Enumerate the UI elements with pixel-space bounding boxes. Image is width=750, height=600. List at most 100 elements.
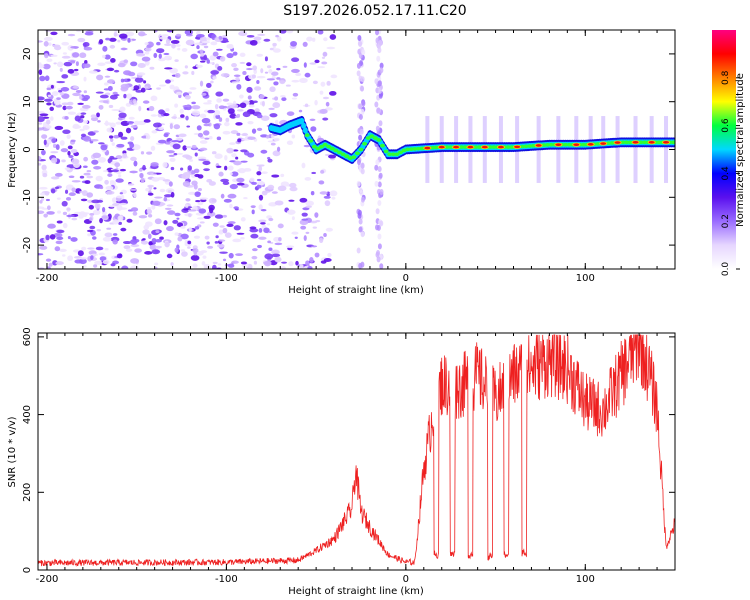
noise-blob [118, 33, 128, 39]
noise-blob [156, 48, 165, 54]
noise-blob [167, 210, 176, 215]
snr-series [38, 334, 675, 567]
noise-blob [38, 122, 43, 125]
noise-blob [165, 38, 171, 45]
noise-blob [233, 160, 242, 166]
noise-blob [43, 213, 48, 218]
noise-blob [108, 135, 114, 139]
noise-blob [49, 234, 56, 240]
noise-blob [276, 36, 282, 42]
signal-cell-core [336, 150, 342, 155]
noise-blob [92, 152, 102, 159]
noise-blob [200, 52, 205, 57]
noise-blob [137, 63, 146, 69]
noise-blob [291, 231, 299, 235]
noise-blob [117, 215, 124, 221]
noise-blob [66, 134, 71, 140]
noise-blob [217, 263, 222, 266]
noise-blob [315, 220, 321, 223]
noise-blob [223, 198, 232, 203]
streak-blob [358, 40, 363, 47]
noise-blob [187, 165, 192, 171]
noise-blob [111, 197, 118, 203]
noise-blob [82, 165, 88, 169]
noise-blob [304, 177, 312, 181]
noise-blob [94, 260, 103, 265]
noise-blob [250, 233, 259, 239]
noise-blob [65, 105, 73, 110]
noise-blob [268, 107, 275, 110]
noise-blob [73, 68, 79, 72]
noise-blob [206, 241, 210, 245]
noise-blob [271, 249, 280, 255]
noise-blob [228, 252, 234, 259]
noise-blob [168, 154, 175, 157]
streak-blob [359, 128, 364, 135]
noise-blob [60, 87, 70, 92]
noise-blob [78, 190, 86, 194]
noise-blob [130, 125, 138, 129]
signal-cell-core [545, 143, 551, 147]
signal-cell-core [448, 145, 454, 149]
noise-blob [252, 248, 258, 252]
noise-blob [150, 145, 156, 151]
noise-blob [91, 236, 97, 240]
noise-blob [62, 105, 67, 111]
noise-blob [264, 71, 269, 74]
signal-cell-core [358, 147, 364, 152]
noise-blob [319, 108, 328, 114]
noise-blob [163, 196, 168, 202]
noise-blob [273, 81, 279, 86]
streak-blob [360, 168, 365, 175]
noise-blob [251, 74, 256, 79]
streak-blob [357, 212, 362, 219]
noise-blob [329, 34, 337, 40]
noise-blob [253, 260, 258, 265]
streak-blob [356, 158, 361, 165]
noise-blob [38, 116, 45, 123]
noise-blob [54, 186, 60, 190]
noise-blob [250, 205, 256, 209]
signal-cell-core [473, 145, 479, 149]
noise-blob [90, 114, 97, 119]
noise-blob [277, 185, 287, 192]
noise-blob [247, 120, 254, 125]
noise-blob [260, 68, 264, 74]
streak-blob [379, 188, 384, 195]
noise-blob [164, 241, 170, 248]
noise-blob [217, 243, 225, 248]
noise-blob [240, 217, 246, 222]
noise-blob [256, 113, 263, 119]
signal-cell-core [620, 140, 626, 145]
noise-blob [212, 222, 219, 227]
noise-blob [43, 98, 53, 102]
noise-blob [53, 232, 63, 238]
signal-column [633, 116, 638, 183]
noise-blob [281, 97, 287, 102]
noise-blob [100, 144, 108, 151]
noise-blob [252, 65, 257, 71]
noise-blob [119, 168, 126, 172]
noise-blob [276, 67, 281, 71]
noise-blob [199, 221, 205, 224]
noise-blob [61, 74, 69, 79]
noise-blob [314, 59, 320, 64]
noise-blob [199, 60, 206, 63]
noise-blob [239, 61, 246, 64]
noise-blob [99, 94, 109, 99]
streak-blob [360, 85, 365, 92]
noise-blob [280, 266, 287, 269]
noise-blob [214, 214, 224, 219]
noise-blob [269, 86, 276, 93]
noise-blob [299, 219, 309, 226]
noise-blob [89, 225, 96, 230]
noise-blob [295, 260, 299, 266]
noise-blob [214, 241, 219, 244]
noise-blob [170, 39, 180, 44]
noise-blob [202, 255, 207, 259]
noise-blob [156, 41, 161, 46]
signal-cell-core [419, 146, 425, 151]
signal-peak [514, 145, 521, 149]
noise-blob [166, 204, 174, 207]
x-tick-label: -200 [36, 574, 59, 585]
